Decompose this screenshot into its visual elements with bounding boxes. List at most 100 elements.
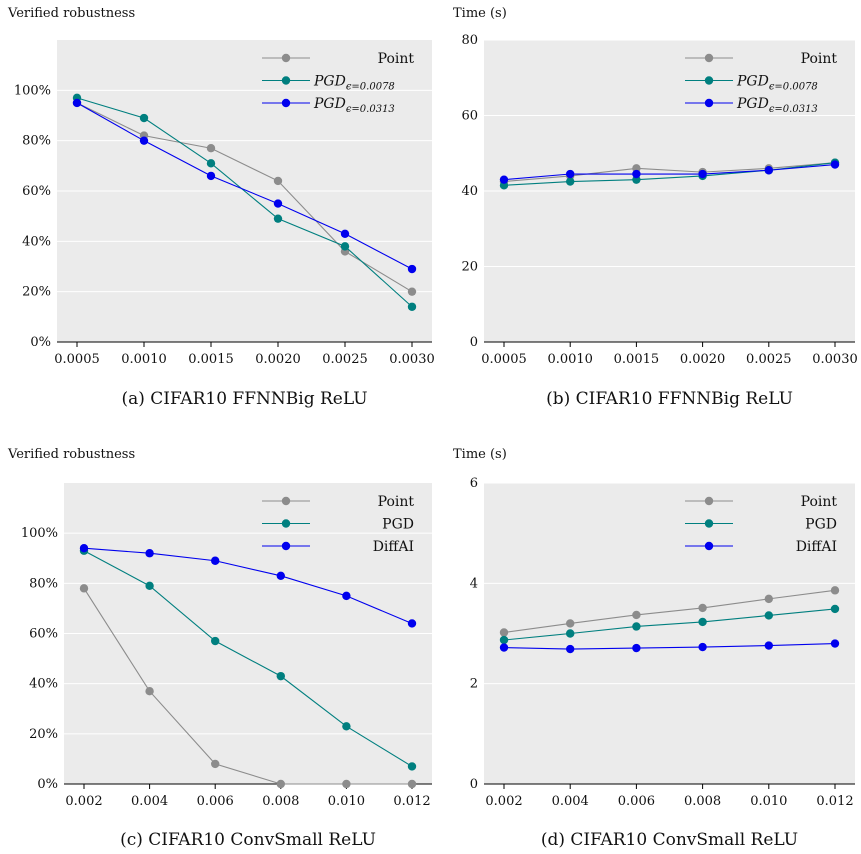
data-point: [206, 144, 216, 153]
y-tick-label: 80%: [29, 576, 58, 591]
x-tick-label: 0.002: [65, 794, 102, 809]
series-line-3: [83, 547, 413, 624]
data-point: [340, 229, 350, 238]
x-tick-label: 0.012: [816, 794, 853, 809]
chart-panel-1: 0% 20% 40% 60% 80% 100% 0.0005 0.0010 0.0015 0.00…: [7, 6, 435, 409]
data-point: [566, 619, 575, 628]
y-axis-label: Verified robustness: [7, 6, 135, 21]
data-point: [764, 166, 773, 175]
y-tick-label: 40%: [29, 677, 58, 692]
data-point: [145, 581, 154, 591]
series-line-1: [83, 588, 412, 785]
data-point: [698, 617, 707, 627]
x-tick-label: 0.008: [684, 794, 721, 809]
data-point: [499, 635, 509, 645]
data-point: [632, 643, 641, 653]
chart-panel-2: 0 20 40 60 80 0.0005 0.0010 0.0015 0.0020 0.0025 0…: [453, 6, 858, 409]
data-point: [276, 671, 285, 681]
data-point: [499, 628, 509, 637]
data-point: [79, 544, 89, 553]
data-point: [273, 214, 283, 223]
x-tick-label: 0.002: [485, 794, 522, 809]
x-tick-label: 0.0030: [812, 352, 858, 367]
legend-label: DiffAI: [796, 539, 837, 555]
series-line-1: [76, 102, 413, 293]
y-tick-label: 20%: [22, 285, 51, 300]
data-point: [566, 177, 575, 186]
series-line-2: [83, 550, 413, 767]
y-tick-label: 100%: [21, 526, 58, 541]
x-tick-label: 0.008: [262, 794, 299, 809]
data-point: [206, 171, 216, 181]
y-tick-label: 60: [461, 109, 478, 124]
y-tick-label: 60%: [22, 184, 51, 199]
legend-label: DiffAI: [373, 539, 414, 555]
legend-marker: [281, 541, 291, 551]
data-point: [273, 199, 283, 208]
data-point: [407, 302, 417, 311]
y-tick-label: 20%: [29, 727, 58, 742]
data-point: [830, 604, 840, 614]
y-tick-label: 6: [470, 476, 478, 491]
data-point: [206, 159, 216, 168]
y-tick-label: 80%: [22, 134, 51, 149]
legend-label: Point: [801, 51, 838, 67]
legend-marker: [704, 496, 714, 506]
x-tick-label: 0.006: [197, 794, 234, 809]
legend-marker: [281, 519, 291, 528]
y-axis-label: Time (s): [453, 6, 507, 21]
data-point: [211, 636, 220, 646]
data-point: [276, 571, 285, 581]
data-point: [830, 160, 840, 169]
data-point: [698, 169, 707, 179]
series-line-1: [503, 589, 836, 634]
x-tick-label: 0.010: [328, 794, 365, 809]
legend-label: PGD: [805, 517, 837, 533]
x-tick-label: 0.010: [750, 794, 787, 809]
x-tick-label: 0.006: [618, 794, 655, 809]
data-point: [273, 176, 283, 186]
legend-label-subscript: ϵ=0.0078: [769, 82, 818, 93]
legend-marker: [704, 53, 714, 63]
data-point: [139, 113, 149, 123]
data-point: [211, 556, 220, 565]
legend-marker: [704, 98, 714, 108]
legend-marker: [704, 541, 714, 551]
data-point: [764, 641, 773, 650]
x-tick-label: 0.004: [552, 794, 589, 809]
data-point: [566, 629, 575, 638]
data-point: [632, 622, 641, 631]
legend-marker: [704, 519, 714, 528]
legend: Point PGD DiffAI: [262, 494, 414, 555]
x-tick-label: 0.004: [131, 794, 168, 809]
y-tick-label: 20: [461, 260, 478, 275]
series-line-3: [76, 102, 413, 270]
data-point: [342, 591, 351, 601]
data-point: [698, 603, 707, 613]
data-point: [340, 242, 350, 251]
x-tick-label: 0.0020: [255, 352, 301, 367]
y-tick-label: 80: [461, 33, 478, 48]
legend-label-subscript: ϵ=0.0313: [769, 104, 818, 115]
y-tick-label: 0: [470, 335, 478, 350]
data-point: [407, 287, 417, 296]
data-point: [139, 136, 149, 145]
data-point: [145, 549, 154, 558]
series-line-1: [503, 162, 836, 183]
data-point: [566, 644, 575, 654]
data-point: [79, 584, 89, 593]
legend-label-subscript: ϵ=0.0078: [346, 82, 395, 93]
x-tick-label: 0.0025: [746, 352, 792, 367]
series-line-2: [503, 608, 836, 641]
chart-caption: (c) CIFAR10 ConvSmall ReLU: [120, 830, 376, 850]
series-line-3: [503, 164, 836, 181]
y-tick-label: 0%: [37, 777, 58, 792]
legend: Point PGD DiffAI: [685, 494, 837, 555]
data-point: [72, 98, 82, 108]
data-point: [407, 779, 417, 789]
x-tick-label: 0.0010: [121, 352, 167, 367]
data-point: [830, 639, 840, 648]
legend-label: Point: [801, 494, 838, 510]
chart-caption: (d) CIFAR10 ConvSmall ReLU: [541, 830, 798, 850]
y-tick-label: 2: [470, 677, 478, 692]
